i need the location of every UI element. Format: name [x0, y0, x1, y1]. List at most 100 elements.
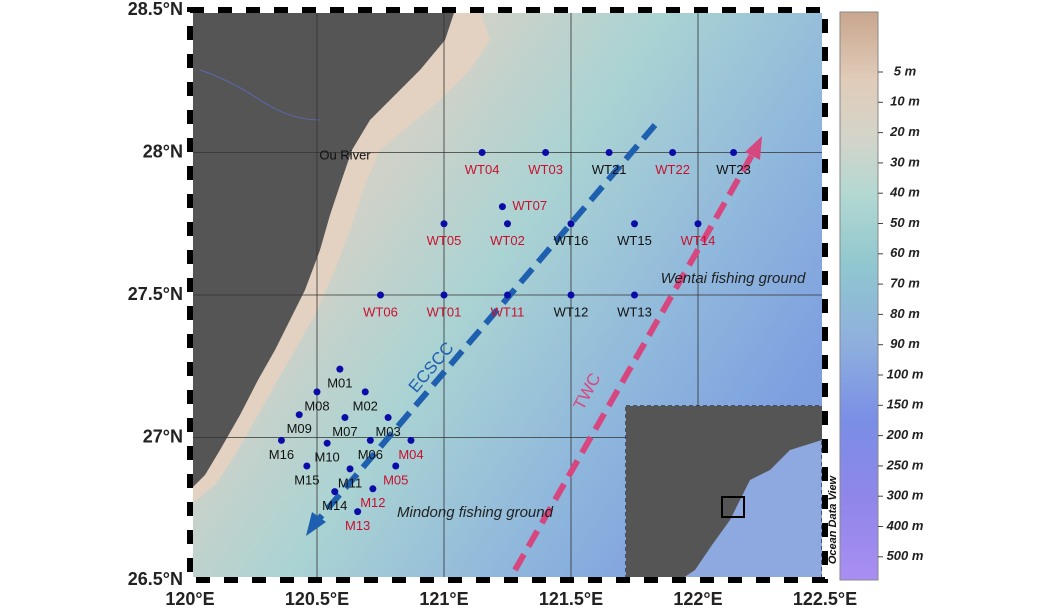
station	[361, 388, 369, 396]
lat-tick-label: 27.5°N	[128, 284, 183, 304]
lon-tick-label: 121°E	[419, 589, 468, 609]
station-label: WT06	[363, 304, 398, 319]
station-label: M06	[358, 447, 383, 462]
station	[323, 439, 331, 447]
lon-tick-label: 120.5°E	[285, 589, 349, 609]
colorbar-label: 40 m	[889, 185, 920, 200]
station-label: WT07	[512, 198, 547, 213]
station	[542, 149, 550, 156]
station-label: M07	[332, 424, 357, 439]
station	[605, 149, 613, 156]
station-label: M13	[345, 518, 370, 533]
station	[336, 365, 344, 373]
station	[295, 411, 303, 419]
station-label: WT16	[554, 233, 589, 248]
colorbar-label: 90 m	[890, 336, 920, 351]
lat-tick-label: 28°N	[143, 141, 183, 161]
station	[384, 414, 392, 422]
river-line	[199, 69, 321, 121]
lat-tick-label: 27°N	[143, 426, 183, 446]
frame-dash	[187, 7, 828, 583]
land	[190, 10, 455, 490]
station	[331, 488, 339, 496]
colorbar-label: 250 m	[886, 457, 924, 472]
lon-tick-label: 121.5°E	[539, 589, 603, 609]
mindong-label: Mindong fishing ground	[397, 504, 554, 521]
station	[669, 149, 677, 156]
colorbar	[839, 11, 879, 581]
station	[407, 436, 415, 444]
colorbar-label: 10 m	[890, 94, 920, 109]
colorbar-label: 80 m	[890, 306, 920, 321]
station-label: WT01	[427, 304, 462, 319]
station	[567, 220, 575, 228]
colorbar-label: 20 m	[889, 124, 920, 139]
twc-arrowhead	[745, 136, 762, 160]
colorbar-label: 30 m	[890, 154, 920, 169]
station-label: WT12	[554, 304, 589, 319]
colorbar-label: 100 m	[887, 366, 924, 381]
station-label: WT15	[617, 233, 652, 248]
station-label: M10	[315, 450, 340, 465]
river-label: Ou River	[319, 147, 371, 162]
station-label: WT22	[655, 162, 690, 177]
station	[478, 149, 486, 156]
ecscc-arrowhead	[306, 512, 326, 536]
station	[366, 436, 374, 444]
wentai-label: Wentai fishing ground	[661, 270, 806, 287]
station-label: M04	[398, 447, 423, 462]
credit: Ocean Data View	[827, 474, 839, 564]
station	[341, 414, 349, 422]
station-label: M16	[269, 447, 294, 462]
station-label: M14	[322, 498, 347, 513]
ecscc-arrow	[315, 123, 658, 522]
station-label: WT04	[465, 162, 500, 177]
station-label: WT11	[491, 304, 525, 319]
colorbar-label: 60 m	[890, 245, 920, 260]
station	[392, 462, 400, 470]
inset-map	[625, 405, 823, 581]
station-label: M01	[327, 376, 352, 391]
station	[631, 220, 638, 228]
colorbar-label: 400 m	[886, 518, 924, 533]
station-label: M15	[294, 472, 319, 487]
colorbar-label: 50 m	[890, 215, 920, 230]
station	[694, 220, 702, 228]
station	[504, 220, 511, 228]
colorbar-label: 300 m	[887, 488, 924, 503]
station-label: M08	[304, 398, 329, 413]
station	[498, 203, 506, 211]
station-label: M02	[353, 398, 378, 413]
station	[440, 291, 448, 299]
station-label: WT21	[592, 162, 627, 177]
station-label: WT02	[490, 233, 525, 248]
station	[303, 462, 311, 470]
station-label: M03	[375, 424, 400, 439]
colorbar-label: 150 m	[887, 397, 924, 412]
station	[313, 388, 321, 396]
station-label: M12	[360, 495, 385, 510]
colorbar-label: 5 m	[894, 63, 917, 78]
station-label: WT23	[716, 162, 751, 177]
station	[346, 465, 354, 473]
station	[277, 436, 285, 444]
lon-tick-label: 122.5°E	[793, 589, 857, 609]
lat-tick-label: 26.5°N	[128, 569, 183, 589]
station	[377, 291, 384, 299]
station-label: WT13	[617, 304, 652, 319]
station-label: WT05	[427, 233, 462, 248]
lat-tick-label: 28.5°N	[128, 0, 183, 19]
colorbar-label: 500 m	[887, 548, 924, 563]
colorbar-label: 70 m	[890, 276, 920, 291]
station	[730, 149, 738, 156]
station	[354, 508, 362, 516]
station	[440, 220, 448, 228]
station	[631, 291, 638, 299]
station	[567, 291, 575, 299]
station	[369, 485, 377, 493]
station-label: WT03	[528, 162, 563, 177]
station-label: M05	[383, 472, 408, 487]
lon-tick-label: 122°E	[673, 589, 722, 609]
colorbar-label: 200 m	[886, 427, 924, 442]
